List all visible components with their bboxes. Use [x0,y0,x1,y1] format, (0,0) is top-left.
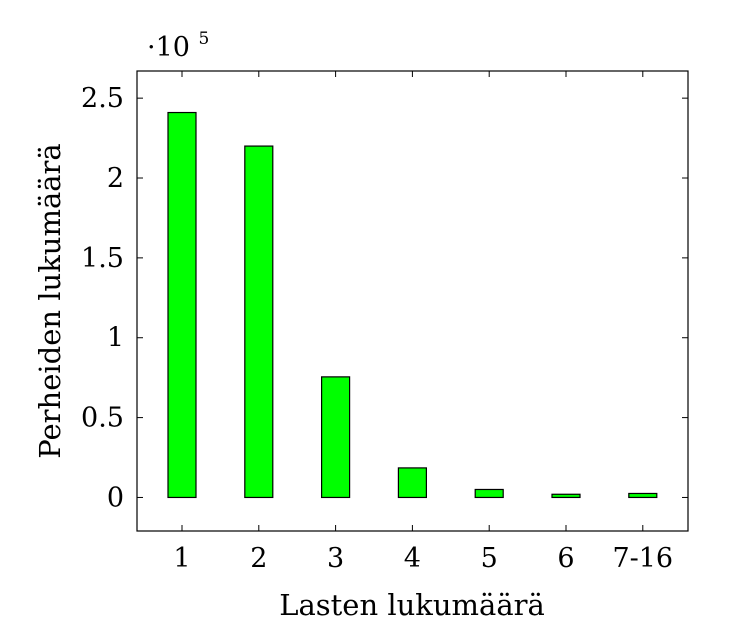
y-tick-label: 0 [107,482,124,513]
bar-3 [321,376,351,499]
y-tick-label: 1 [107,323,124,354]
x-tick-label: 3 [327,543,344,574]
bar-4 [397,467,427,499]
y-axis-label: Perheiden lukumäärä [33,143,67,458]
x-tick-label: 6 [557,543,574,574]
x-tick-label: 1 [173,543,190,574]
ticks-group [137,71,688,531]
bar-7-16 [628,492,658,499]
x-tick-label: 4 [404,543,421,574]
y-tick-label: 2.5 [81,83,124,114]
bar-1 [167,111,197,499]
bars-group [167,111,658,499]
bar-2 [244,145,274,499]
plot-frame [136,70,689,532]
y-tick-labels: 0 0.5 1 1.5 2 2.5 [81,83,124,513]
x-tick-label: 2 [250,543,267,574]
y-multiplier-exponent: 5 [199,29,210,49]
y-tick-label: 2 [107,163,124,194]
x-tick-label: 7-16 [612,543,673,574]
x-tick-label: 5 [481,543,498,574]
bar-6 [551,493,581,499]
x-tick-labels: 1 2 3 4 5 6 7-16 [173,543,673,574]
y-axis-multiplier: ·10 5 [147,29,209,63]
y-tick-label: 0.5 [81,403,124,434]
y-tick-label: 1.5 [81,243,124,274]
y-multiplier-base: ·10 [147,32,190,63]
bar-5 [474,488,504,499]
x-axis-label: Lasten lukumäärä [279,588,545,622]
